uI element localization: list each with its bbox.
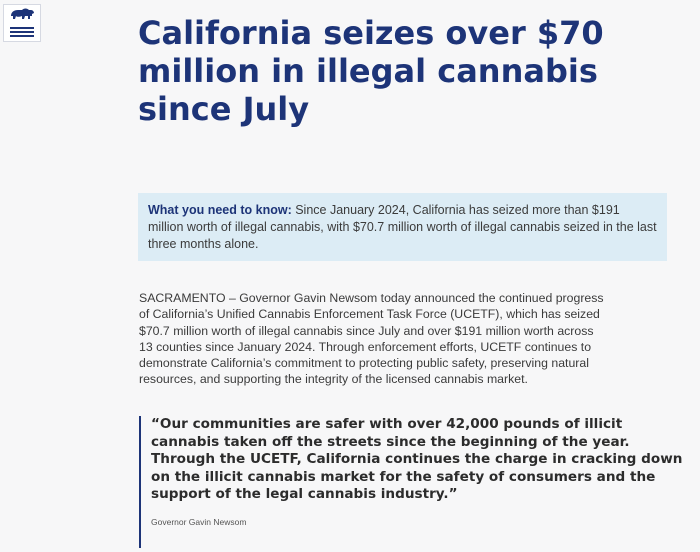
article-body: SACRAMENTO – Governor Gavin Newsom today… bbox=[139, 291, 604, 387]
article-title: California seizes over $70 million in il… bbox=[138, 14, 604, 128]
quote-text: “Our communities are safer with over 42,… bbox=[151, 416, 683, 503]
quote-author: Governor Gavin Newsom bbox=[151, 516, 247, 527]
callout-text: Since January 2024, California has seize… bbox=[148, 203, 657, 251]
menu-lines bbox=[10, 25, 34, 39]
callout-label: What you need to know: bbox=[148, 203, 292, 217]
california-bear-icon bbox=[11, 8, 34, 19]
home-logo-link[interactable] bbox=[3, 4, 41, 42]
pull-quote: “Our communities are safer with over 42,… bbox=[139, 416, 682, 548]
key-info-callout: What you need to know: Since January 202… bbox=[138, 193, 667, 261]
